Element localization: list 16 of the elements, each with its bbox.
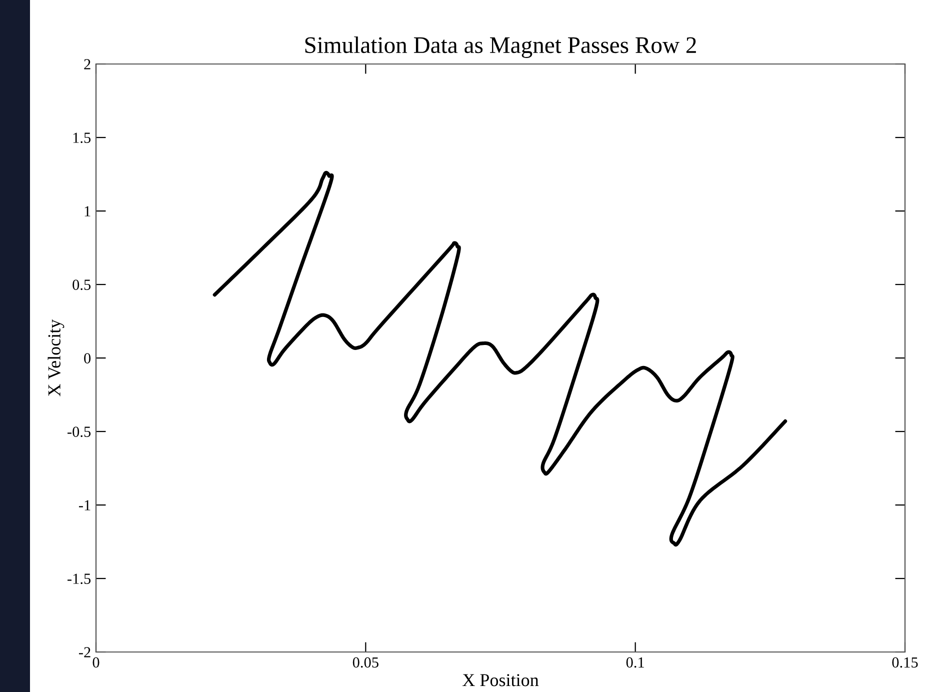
x-tick-label: 0 (92, 657, 100, 668)
y-tick-label: 0.5 (72, 280, 91, 290)
y-tick-label: 0 (84, 353, 91, 364)
y-tick-label: -1.5 (68, 574, 91, 584)
x-tick-label: 0.05 (352, 657, 378, 668)
y-tick-label: -0.5 (68, 426, 91, 438)
y-axis-title: X Velocity (48, 319, 64, 396)
y-tick-label: -2 (78, 647, 90, 658)
y-tick-label: 1 (84, 206, 90, 216)
y-tick-label: -1 (78, 500, 90, 510)
chart-title: Simulation Data as Magnet Passes Row 2 (305, 36, 696, 58)
y-tick-label: 2 (84, 59, 90, 70)
x-axis-title: X Position (462, 674, 539, 686)
y-tick-label: 1.5 (73, 132, 91, 144)
x-tick-label: 0.1 (626, 657, 644, 668)
x-tick-label: 0.15 (892, 657, 918, 668)
